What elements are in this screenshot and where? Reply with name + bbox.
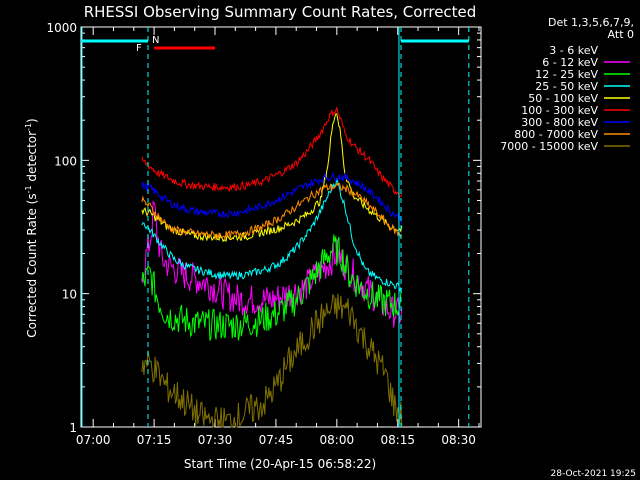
series-line-1 (141, 200, 403, 328)
y-tick-label-2: 100 (54, 154, 77, 168)
x-tick-label-0: 07:00 (76, 433, 111, 447)
x-tick-label-1: 07:15 (137, 433, 172, 447)
y-axis-label: Corrected Count Rate (s-1 detector-1) (24, 118, 39, 337)
legend-label-5: 100 - 300 keV (521, 104, 598, 117)
legend-label-3: 25 - 50 keV (535, 80, 598, 93)
x-tick-label-6: 08:30 (441, 433, 476, 447)
y-axis-label-prefix: Corrected Count Rate (s (25, 193, 39, 337)
y-axis-label-exp-2: -1 (24, 123, 33, 131)
footer-timestamp: 28-Oct-2021 19:25 (551, 469, 636, 479)
night-flag-label: N (152, 35, 159, 46)
series-group (141, 107, 403, 428)
overlays (81, 27, 470, 427)
legend-label-0: 3 - 6 keV (549, 44, 598, 57)
y-axis-label-mid: detector (25, 131, 39, 186)
x-tick-label-3: 07:45 (259, 433, 294, 447)
series-line-2 (141, 234, 403, 341)
series-line-6 (141, 171, 403, 224)
chart-title: RHESSI Observing Summary Count Rates, Co… (84, 3, 477, 21)
legend-label-1: 6 - 12 keV (542, 56, 598, 69)
y-axis-label-exp-1: -1 (24, 185, 33, 193)
series-line-8 (141, 293, 403, 428)
detector-info-line-2: Att 0 (608, 28, 634, 41)
series-line-5 (141, 107, 403, 198)
y-tick-label-0: 1 (69, 421, 77, 435)
x-tick-label-2: 07:30 (198, 433, 233, 447)
legend-label-8: 7000 - 15000 keV (500, 140, 598, 153)
legend-label-6: 300 - 800 keV (521, 116, 598, 129)
plot-frame (80, 26, 482, 428)
legend-label-2: 12 - 25 keV (535, 68, 598, 81)
flare-flag-label: F (136, 43, 142, 54)
x-axis-label: Start Time (20-Apr-15 06:58:22) (184, 457, 376, 471)
legend-label-7: 800 - 7000 keV (514, 128, 598, 141)
legend-label-4: 50 - 100 keV (528, 92, 598, 105)
detector-info-line-1: Det 1,3,5,6,7,9, (548, 16, 634, 29)
x-tick-label-5: 08:15 (380, 433, 415, 447)
x-axis: 07:00 07:15 07:30 07:45 08:00 08:15 08:30 (76, 27, 480, 447)
x-tick-label-4: 08:00 (320, 433, 355, 447)
series-line-3 (141, 178, 403, 292)
y-tick-label-1: 10 (62, 288, 77, 302)
series-line-7 (141, 182, 402, 241)
y-axis-label-suffix: ) (25, 118, 39, 123)
y-tick-label-3: 1000 (46, 21, 77, 35)
